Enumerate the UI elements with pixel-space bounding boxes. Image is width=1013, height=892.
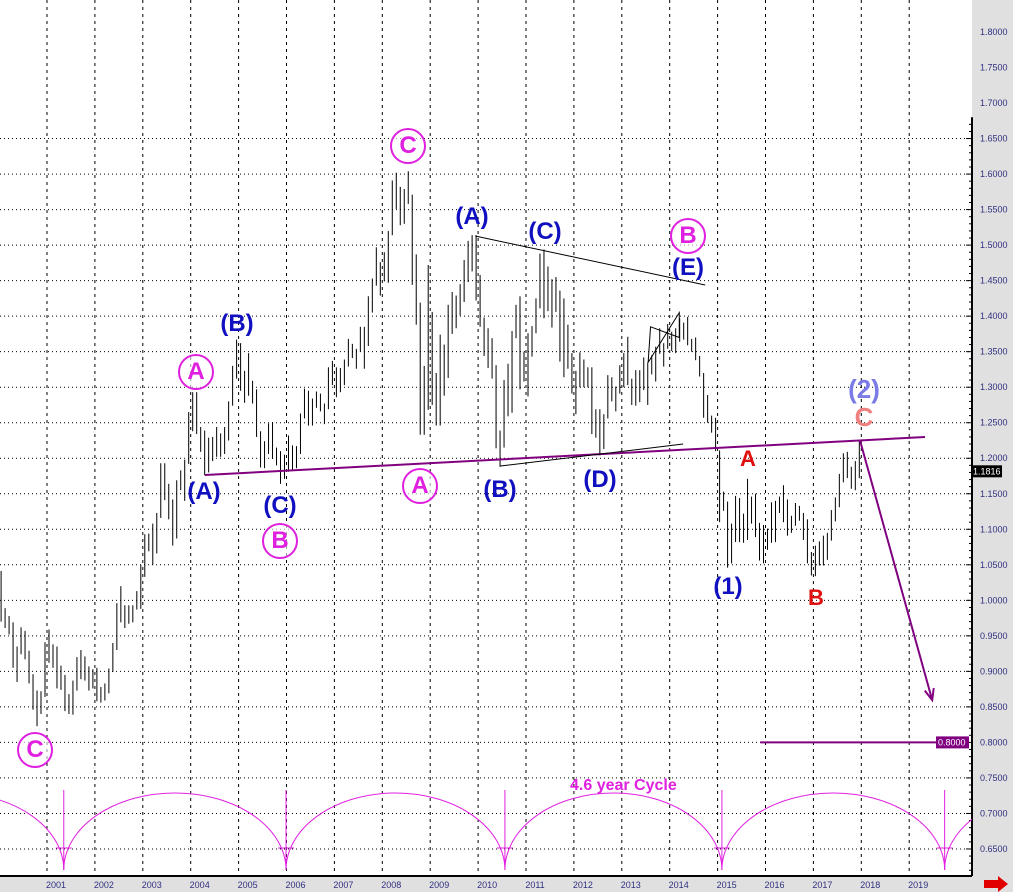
- x-tick-label: 2011: [525, 880, 544, 890]
- target-price-box: [936, 736, 969, 749]
- cycle-label: 4.6 year Cycle: [570, 777, 677, 794]
- x-tick-label: 2007: [333, 880, 353, 890]
- y-axis-panel: [972, 0, 1013, 892]
- y-tick-label: 1.5000: [980, 240, 1008, 250]
- x-tick-label: 2006: [285, 880, 305, 890]
- x-tick-label: 2012: [573, 880, 593, 890]
- trendline-triangle-upper: [475, 235, 706, 286]
- x-tick-label: 2017: [812, 880, 832, 890]
- plot-area: [0, 171, 972, 871]
- y-tick-label: 0.9500: [980, 631, 1008, 641]
- y-tick-label: 1.0000: [980, 595, 1008, 605]
- wave-label: C: [854, 402, 874, 432]
- cycle-arc: [285, 792, 506, 871]
- wave-label: (B): [483, 476, 517, 503]
- wave-label: C: [390, 128, 426, 164]
- y-tick-label: 1.2500: [980, 418, 1008, 428]
- cycle-arc: [0, 799, 65, 871]
- x-tick-label: 2002: [94, 880, 114, 890]
- wave-label: C: [17, 732, 53, 768]
- x-tick-label: 2009: [429, 880, 449, 890]
- wave-label: A: [178, 354, 214, 390]
- wave-label: (1): [713, 573, 743, 600]
- wave-label: (A): [455, 203, 489, 230]
- y-tick-label: 0.8500: [980, 702, 1008, 712]
- y-tick-label: 1.1000: [980, 524, 1008, 534]
- x-tick-label: 2004: [190, 880, 210, 890]
- wave-label: (2): [848, 374, 880, 404]
- x-axis-panel: [0, 876, 1013, 892]
- wave-label: B: [670, 218, 706, 254]
- wave-label: (D): [583, 466, 617, 493]
- last-price-box: [972, 465, 1002, 478]
- x-tick-label: 2005: [238, 880, 258, 890]
- y-tick-label: 1.2000: [980, 453, 1008, 463]
- cycle-arc: [721, 792, 946, 871]
- x-tick-label: 2003: [142, 880, 162, 890]
- y-tick-label: 1.1500: [980, 489, 1008, 499]
- cycle-arc: [944, 818, 972, 871]
- y-tick-label: 1.6500: [980, 134, 1008, 144]
- wave-label: (B): [220, 310, 254, 337]
- wave-label: A: [402, 468, 438, 504]
- y-tick-label: 0.7500: [980, 773, 1008, 783]
- y-tick-label: 1.6000: [980, 169, 1008, 179]
- y-tick-label: 1.8000: [980, 27, 1008, 37]
- wave-label: (C): [263, 492, 297, 519]
- x-tick-label: 2001: [46, 880, 66, 890]
- wave-label: A: [740, 446, 756, 471]
- wave-label: B: [262, 523, 298, 559]
- y-tick-label: 1.7000: [980, 98, 1008, 108]
- scroll-right-arrow-icon[interactable]: [984, 876, 1008, 892]
- wave-label: (E): [672, 254, 704, 281]
- trendline-triangle-lower: [500, 443, 684, 467]
- target-price-label: 0.8000: [938, 737, 966, 747]
- wave-label: (C): [528, 218, 562, 245]
- x-tick-label: 2014: [669, 880, 689, 890]
- cycle-arc: [504, 792, 723, 871]
- y-tick-label: 1.3000: [980, 382, 1008, 392]
- y-tick-label: 0.9000: [980, 666, 1008, 676]
- last-price-label: 1.1816: [973, 466, 1001, 476]
- y-tick-label: 1.4500: [980, 276, 1008, 286]
- y-tick-label: 1.3500: [980, 347, 1008, 357]
- y-tick-label: 1.4000: [980, 311, 1008, 321]
- y-tick-label: 0.6500: [980, 844, 1008, 854]
- arrowhead-icon: [923, 687, 935, 703]
- x-tick-label: 2015: [717, 880, 737, 890]
- x-tick-label: 2013: [621, 880, 641, 890]
- x-tick-label: 2010: [477, 880, 497, 890]
- cycle-arc: [63, 792, 287, 871]
- wave-label: B: [808, 585, 824, 610]
- forecast-arrow: [858, 439, 934, 701]
- y-tick-label: 0.7000: [980, 808, 1008, 818]
- x-tick-label: 2019: [908, 880, 928, 890]
- x-tick-label: 2018: [860, 880, 880, 890]
- y-tick-label: 1.0500: [980, 560, 1008, 570]
- x-tick-label: 2008: [381, 880, 401, 890]
- y-tick-label: 1.7500: [980, 63, 1008, 73]
- x-tick-label: 2016: [764, 880, 784, 890]
- wave-label: (A): [187, 478, 221, 505]
- flag-pattern: [647, 310, 680, 363]
- trendline-neckline: [205, 436, 926, 477]
- y-tick-label: 1.5500: [980, 205, 1008, 215]
- y-tick-label: 0.8000: [980, 737, 1008, 747]
